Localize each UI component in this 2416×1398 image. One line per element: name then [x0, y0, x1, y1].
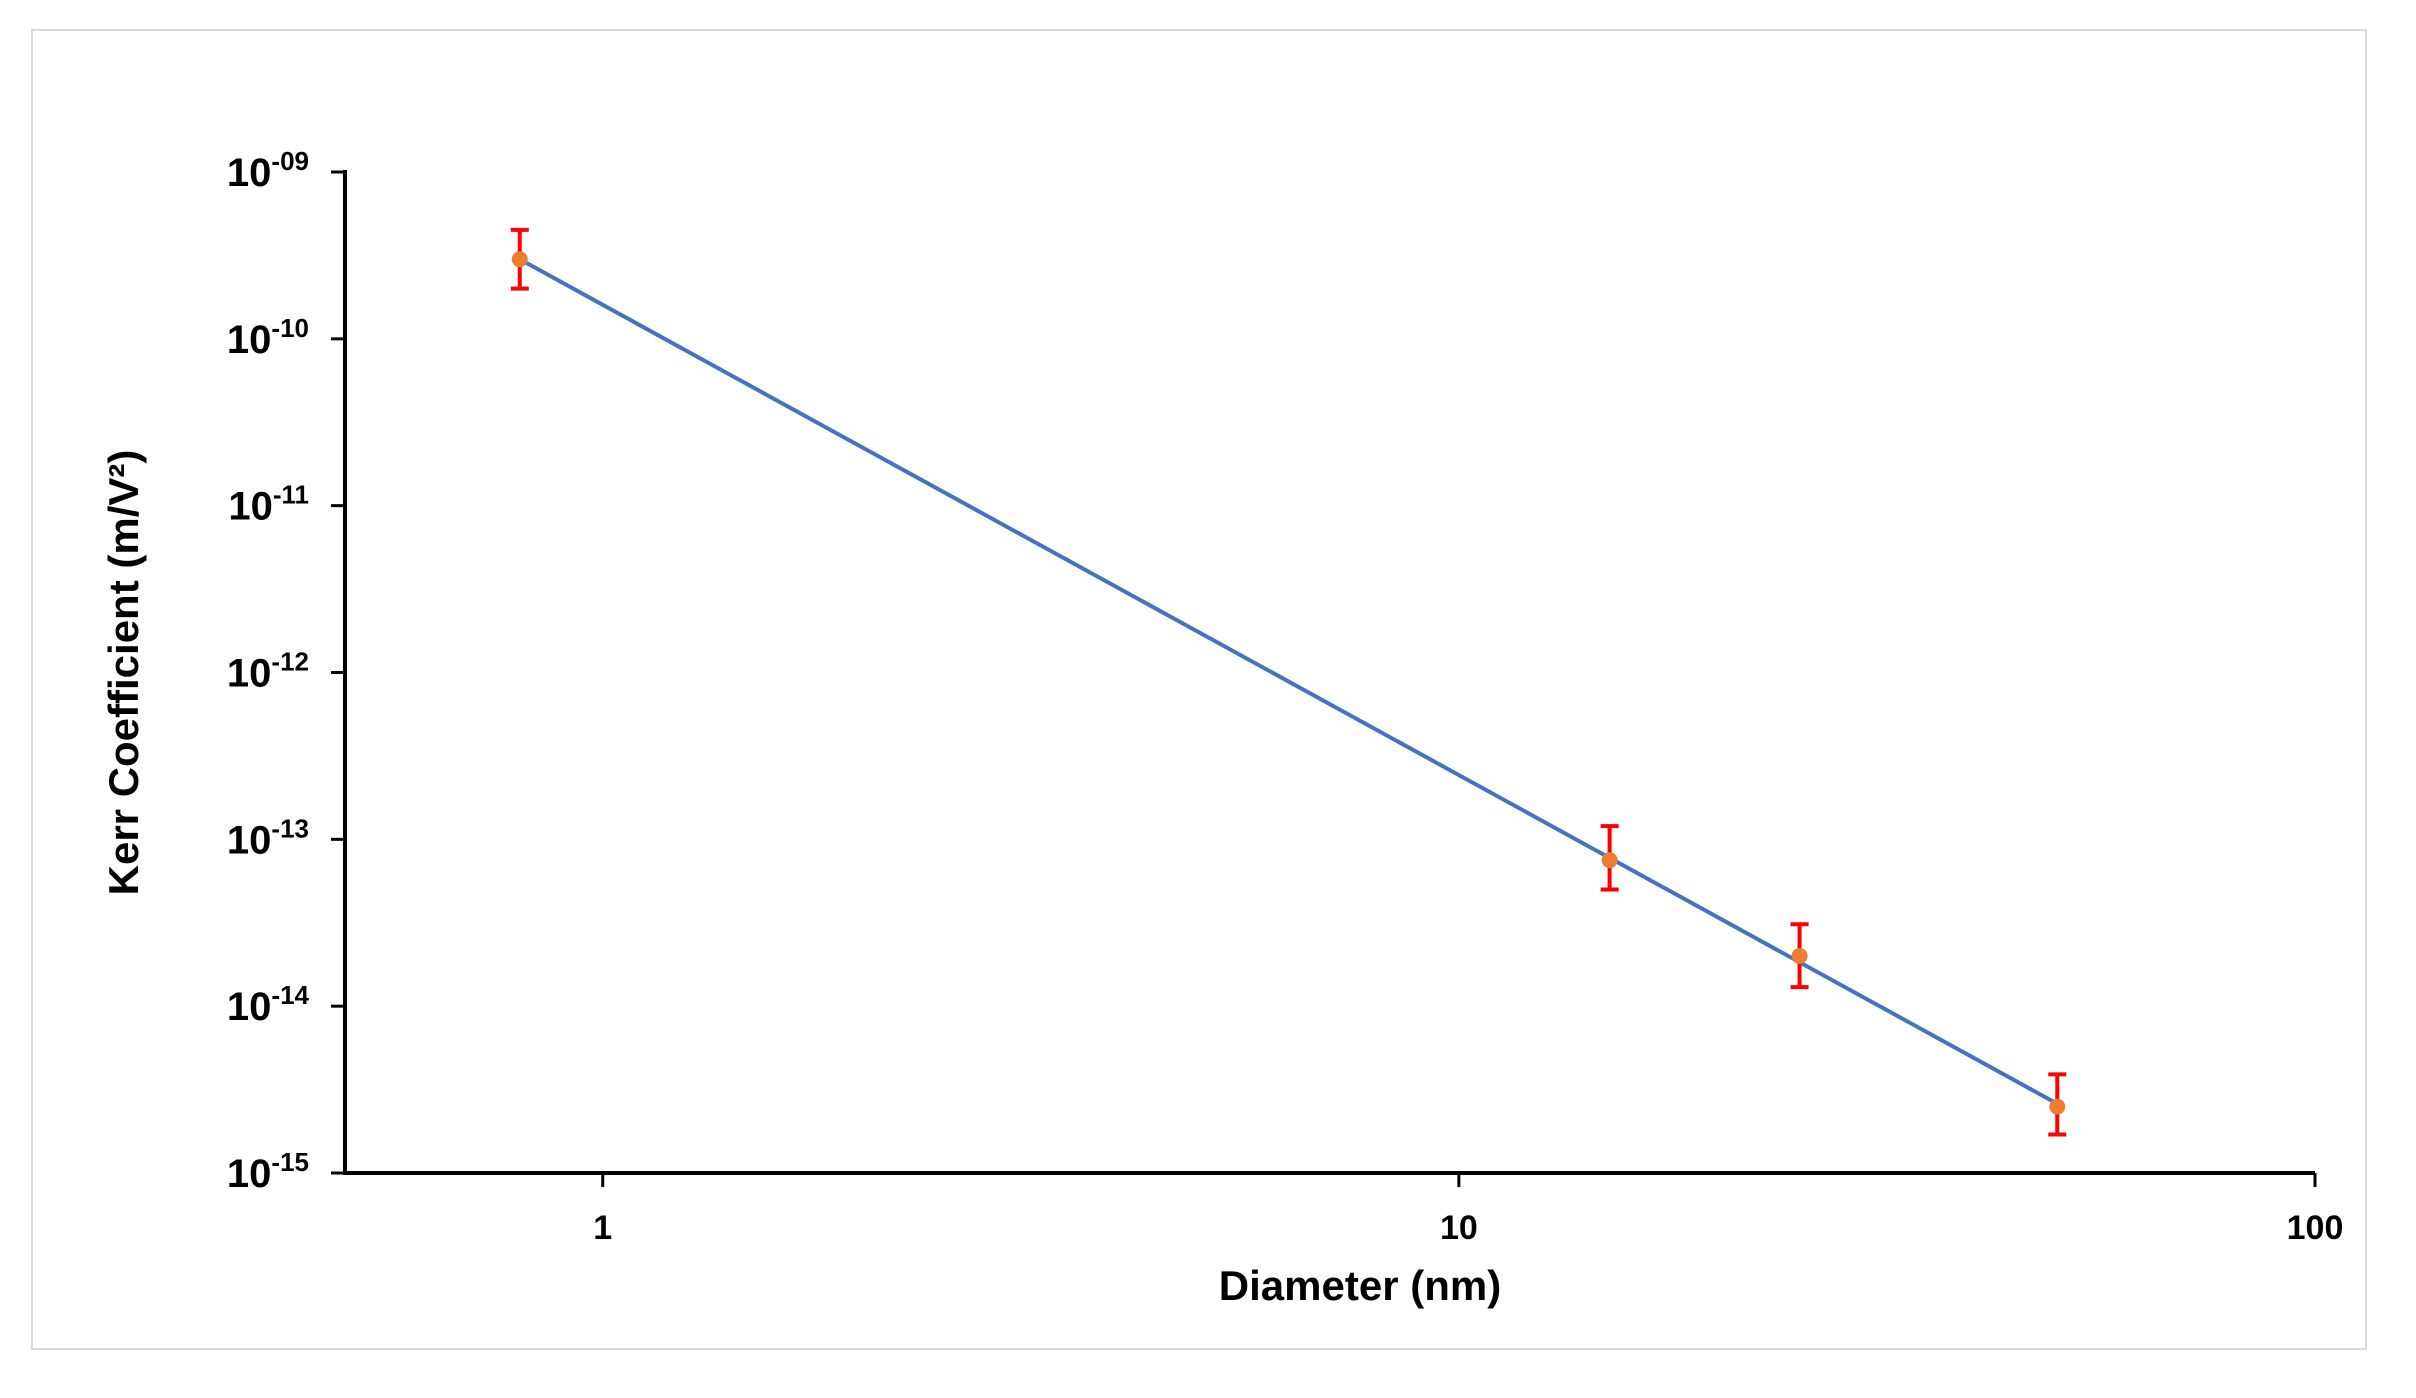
- chart-frame: [31, 29, 2367, 1350]
- data-point: [1791, 947, 1808, 964]
- fit-line: [518, 257, 2059, 1106]
- y-tick-label: 10-11: [228, 480, 309, 529]
- x-tick-label: 100: [2287, 1209, 2344, 1247]
- y-tick-label: 10-10: [227, 313, 309, 362]
- data-point: [2049, 1098, 2066, 1115]
- data-point: [511, 251, 528, 268]
- y-tick-label: 10-14: [227, 980, 310, 1029]
- x-tick-label: 1: [593, 1209, 612, 1247]
- y-tick-label: 10-15: [227, 1147, 309, 1196]
- axes: [331, 170, 2317, 1187]
- fit-line-layer: [518, 257, 2059, 1106]
- data-point: [1601, 852, 1618, 869]
- data-points: [510, 227, 2067, 1137]
- y-tick-label: 10-13: [227, 813, 309, 862]
- x-tick-label: 10: [1440, 1209, 1478, 1247]
- y-axis-title: Kerr Coefficient (m/V²): [100, 450, 147, 896]
- y-tick-label: 10-12: [227, 647, 309, 696]
- y-tick-label: 10-09: [227, 146, 309, 195]
- tick-labels: 10-09 10-10 10-11 10-12 10-13 10-14 10-15 1 10 10…: [227, 146, 2343, 1247]
- x-axis-title: Diameter (nm): [1219, 1262, 1501, 1309]
